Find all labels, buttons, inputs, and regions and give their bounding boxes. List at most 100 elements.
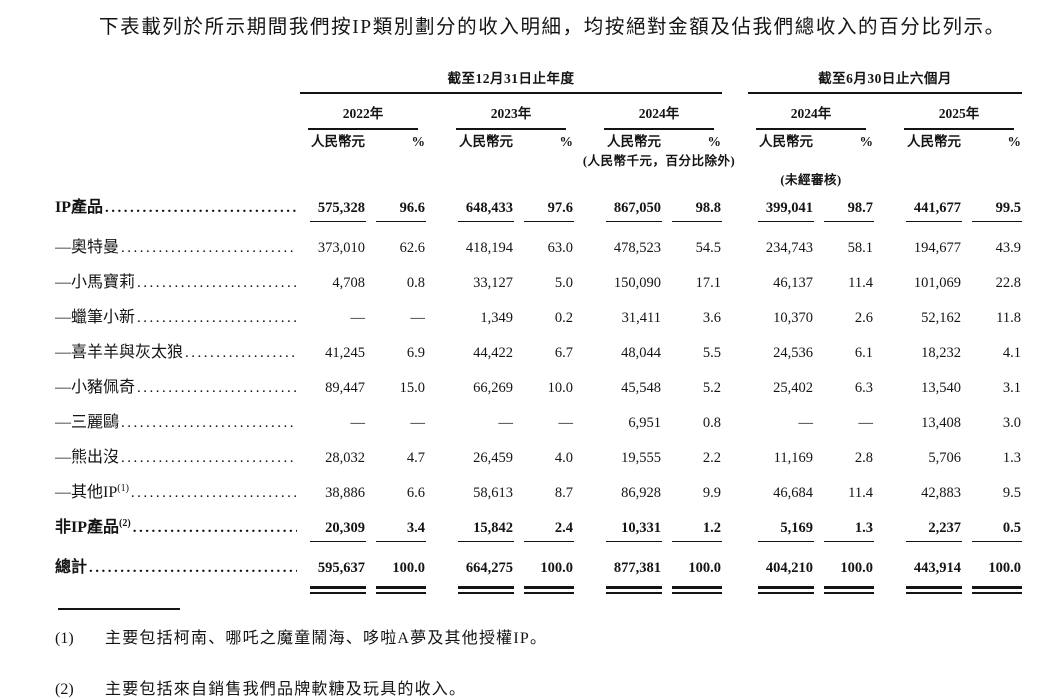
row-label-text: —小馬寶莉 [55, 273, 136, 291]
cell-value: 404,210 [748, 548, 814, 583]
cell-value-text: 11,169 [773, 449, 813, 466]
cell-value-text: 100.0 [392, 559, 425, 576]
column-spacer [574, 263, 596, 298]
cell-value: 62.6 [366, 228, 426, 263]
period-group-header-row: 截至12月31日止年度 截至6月30日止六個月 [55, 64, 1022, 94]
cell-value: 41,245 [300, 333, 366, 368]
cell-value: 15,842 [448, 508, 514, 548]
cell-value: — [300, 298, 366, 333]
column-spacer [574, 548, 596, 583]
dot-leader [105, 199, 297, 217]
cell-value-text: 38,886 [325, 484, 365, 501]
cell-value: 0.2 [514, 298, 574, 333]
cell-value: 4.7 [366, 438, 426, 473]
cell-value-text: 867,050 [606, 200, 662, 222]
cell-rule [962, 583, 1022, 594]
cell-value-text: 441,677 [906, 200, 962, 222]
column-spacer [574, 438, 596, 473]
cell-value-text: 234,743 [765, 239, 813, 256]
dot-leader [137, 309, 297, 327]
cell-value: 1.2 [662, 508, 722, 548]
cell-value-text: 6.7 [554, 344, 573, 361]
cell-value: 234,743 [748, 228, 814, 263]
cell-value: 6.3 [814, 368, 874, 403]
rmb-column-header: 人民幣元 [759, 133, 813, 149]
cell-value: 45,548 [596, 368, 662, 403]
cell-value: 63.0 [514, 228, 574, 263]
row-label: —三麗鷗 [55, 403, 300, 438]
column-spacer [426, 473, 448, 508]
cell-value-text: 2.6 [854, 309, 873, 326]
cell-value-text: 98.7 [824, 200, 874, 222]
interim-period-title: 截至6月30日止六個月 [748, 64, 1022, 94]
cell-value-text: 19,555 [621, 449, 661, 466]
cell-value-text: 648,433 [458, 200, 514, 222]
column-spacer [722, 368, 748, 403]
cell-value: 46,137 [748, 263, 814, 298]
cell-value: 44,422 [448, 333, 514, 368]
cell-value: 25,402 [748, 368, 814, 403]
footnote: (1) 主要包括柯南、哪吒之魔童鬧海、哆啦A夢及其他授權IP。 [55, 624, 1035, 648]
column-spacer [874, 548, 896, 583]
cell-value-text: 100.0 [688, 559, 721, 576]
column-spacer [874, 473, 896, 508]
cell-value-text: 22.8 [995, 274, 1021, 291]
cell-value: 1,349 [448, 298, 514, 333]
column-spacer [722, 583, 748, 594]
cell-value-text: 2,237 [906, 520, 962, 542]
cell-value-text: — [498, 414, 514, 431]
cell-value-text: 43.9 [995, 239, 1021, 256]
cell-value: 4,708 [300, 263, 366, 298]
cell-value: — [366, 403, 426, 438]
dot-leader [137, 274, 297, 292]
column-spacer [874, 228, 896, 263]
table-row: —蠟筆小新 — — 1,349 0.2 31,411 3.6 10,370 2.6 52,162 1… [55, 298, 1022, 333]
table-row: IP產品 575,328 96.6 648,433 97.6 867,050 98.8 399… [55, 188, 1022, 228]
cell-value-text: 2.8 [854, 449, 873, 466]
cell-value: 441,677 [896, 188, 962, 228]
label-column-spacer [55, 130, 300, 150]
cell-value-text: 100.0 [988, 559, 1021, 576]
cell-value: 2.6 [814, 298, 874, 333]
cell-value-text: 443,914 [913, 559, 961, 576]
cell-value: 99.5 [962, 188, 1022, 228]
column-spacer [426, 583, 448, 594]
table-row: —小豬佩奇 89,447 15.0 66,269 10.0 45,548 5.2 25,402… [55, 368, 1022, 403]
footnote-divider [58, 607, 180, 610]
cell-value-text: 2.4 [524, 520, 574, 542]
double-rule [310, 585, 366, 594]
dot-leader [131, 484, 297, 502]
dot-leader [137, 379, 297, 397]
cell-value-text: 11.4 [848, 484, 873, 501]
cell-value: 11.4 [814, 473, 874, 508]
cell-value-text: 6.1 [854, 344, 873, 361]
column-spacer [722, 333, 748, 368]
row-label: 非IP產品 (2) [55, 508, 300, 543]
column-spacer [574, 583, 596, 594]
column-spacer [722, 403, 748, 438]
cell-value: 664,275 [448, 548, 514, 583]
cell-rule [448, 583, 514, 594]
rmb-column-header: 人民幣元 [311, 133, 365, 149]
double-rule [524, 585, 574, 594]
cell-value: 150,090 [596, 263, 662, 298]
column-spacer [874, 298, 896, 333]
label-column-spacer [55, 583, 300, 594]
label-column-spacer [55, 64, 300, 94]
cell-rule [366, 583, 426, 594]
double-rule [906, 585, 962, 594]
column-spacer [874, 94, 896, 130]
row-label: —喜羊羊與灰太狼 [55, 333, 300, 368]
cell-value-text: 3.0 [1002, 414, 1021, 431]
row-label-text: —喜羊羊與灰太狼 [55, 343, 184, 361]
cell-value-text: — [798, 414, 814, 431]
cell-value: 0.8 [366, 263, 426, 298]
table-row: 總計 595,637 100.0 664,275 100.0 877,381 100.0 40… [55, 548, 1022, 583]
column-spacer [574, 188, 596, 228]
table-row: 非IP產品(2) 20,309 3.4 15,842 2.4 10,331 1.2 5,169… [55, 508, 1022, 548]
cell-value: 418,194 [448, 228, 514, 263]
cell-value-text: 5,706 [928, 449, 961, 466]
cell-value: — [366, 298, 426, 333]
cell-value: 4.0 [514, 438, 574, 473]
double-rule [824, 585, 874, 594]
